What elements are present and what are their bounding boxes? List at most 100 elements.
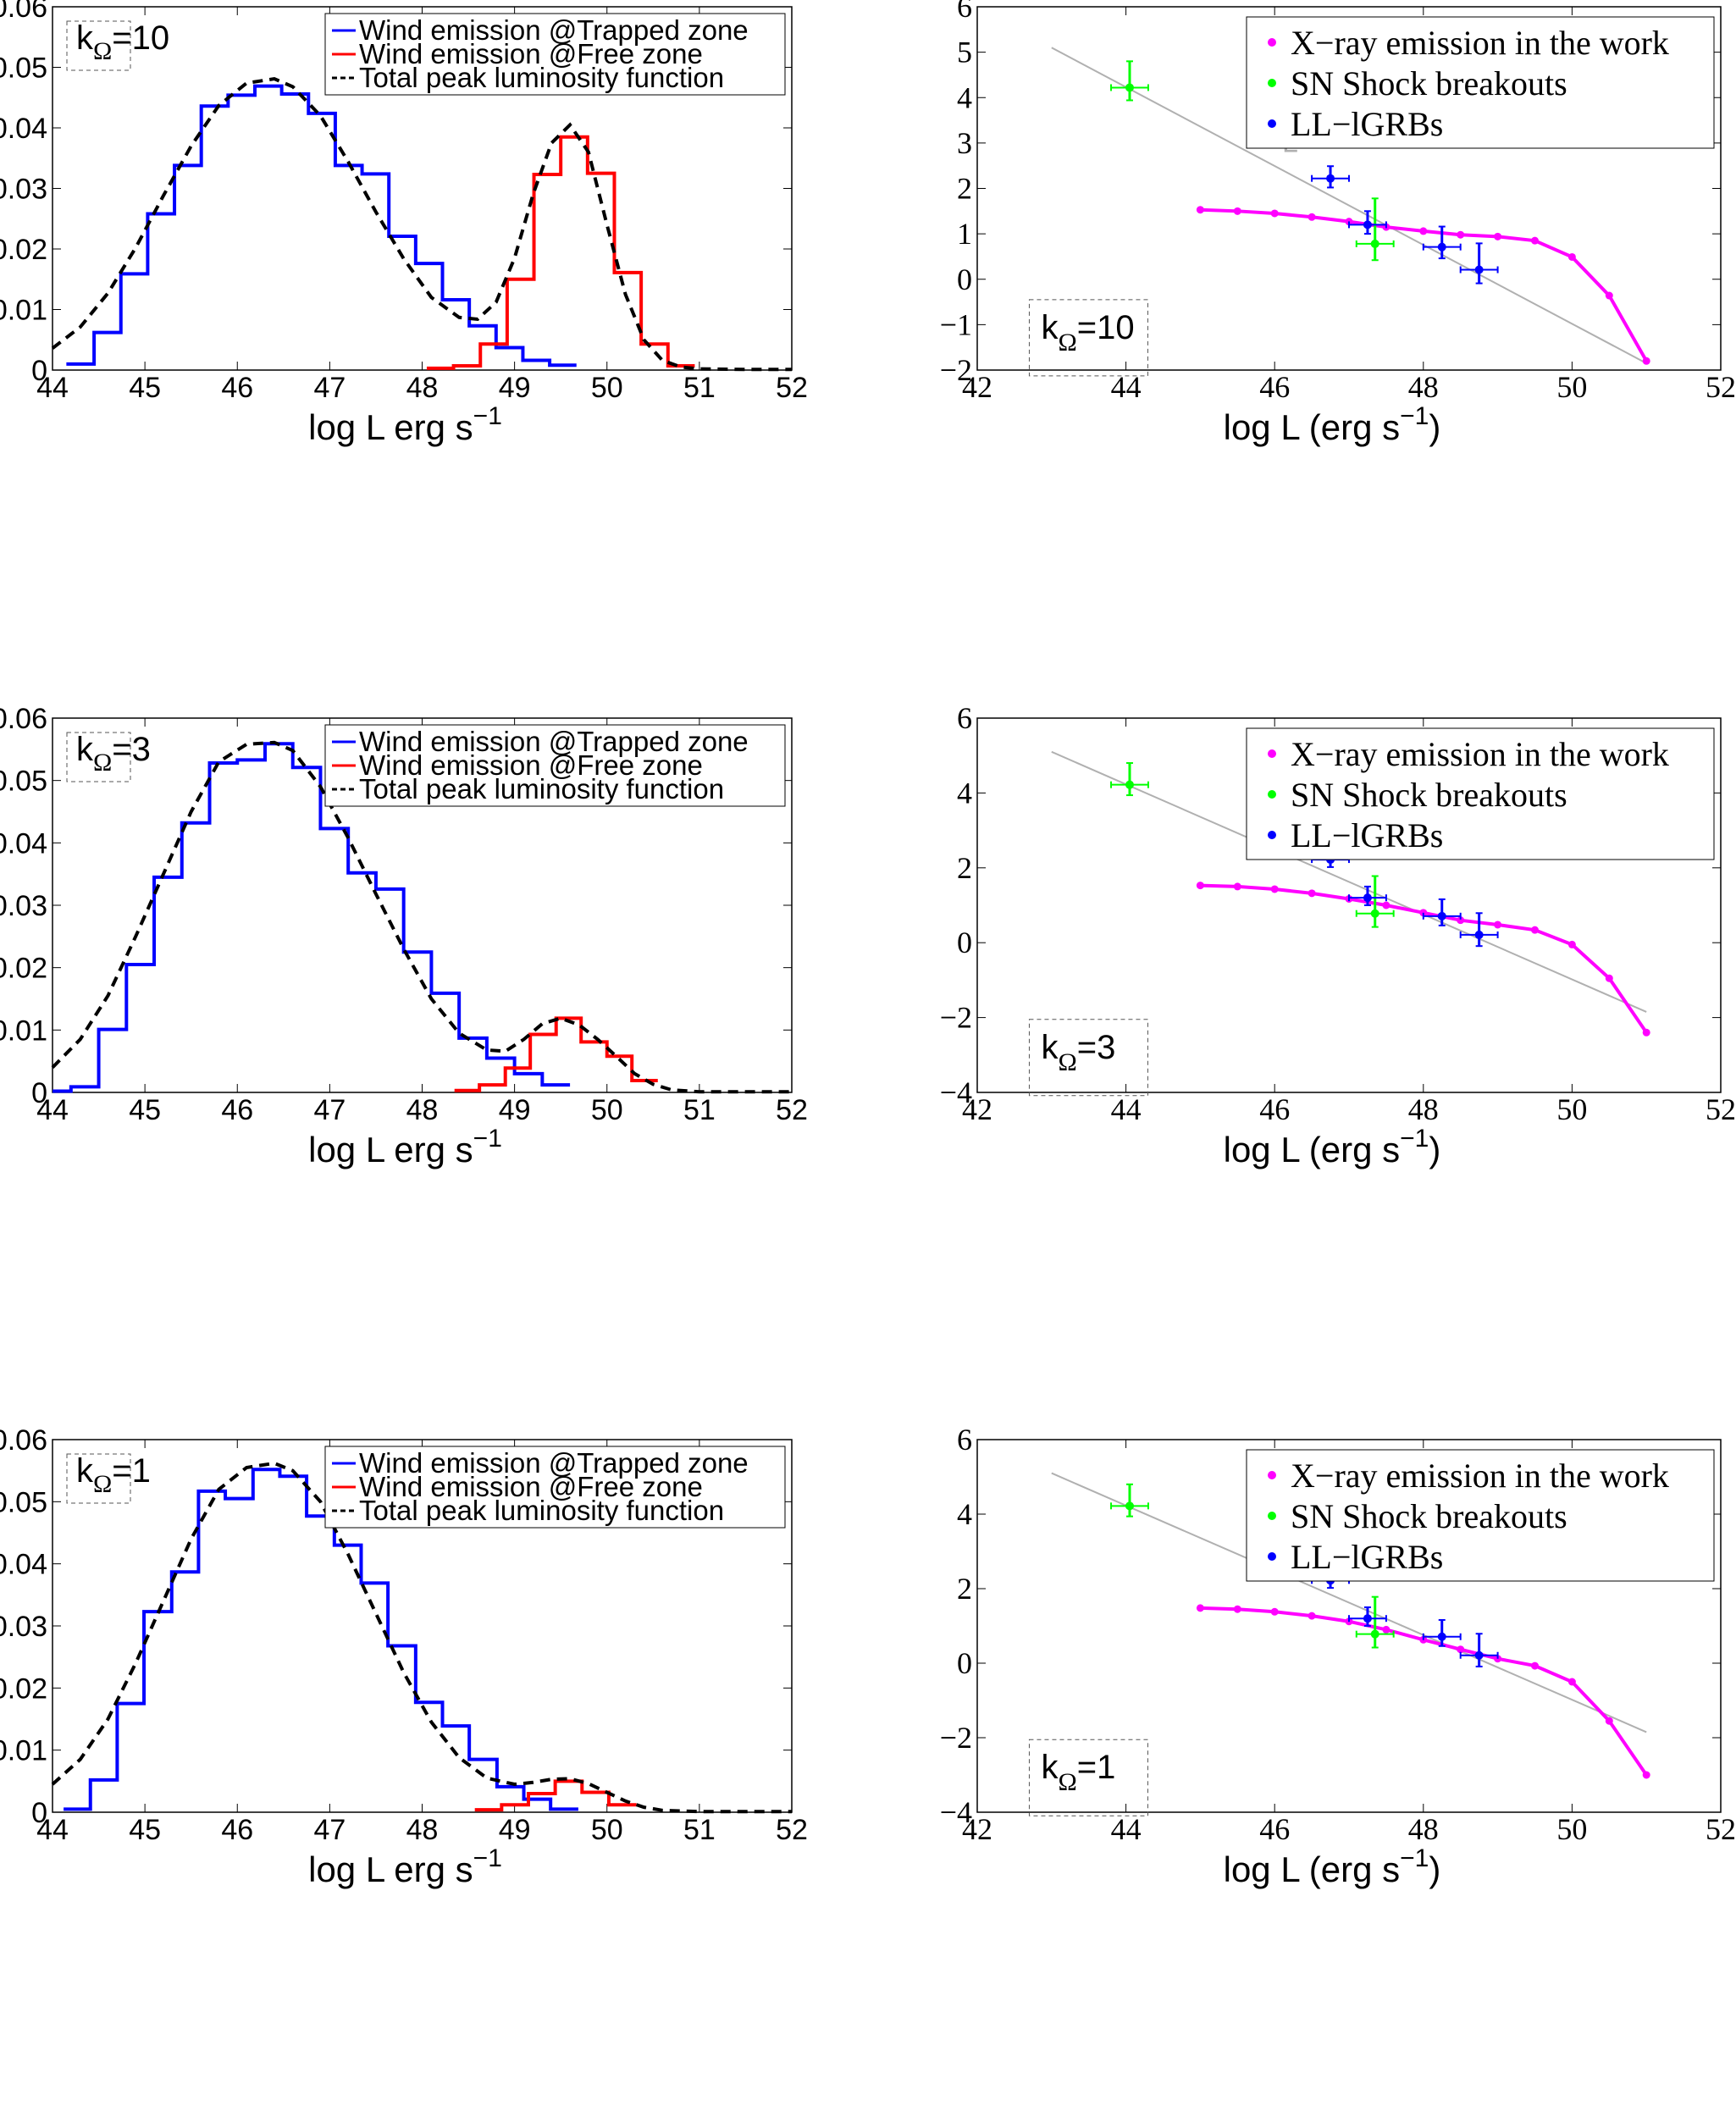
legend-box <box>1246 727 1715 860</box>
annotation-text: kΩ=10 <box>1041 309 1134 357</box>
y-tick-label: 0.05 <box>0 1486 47 1518</box>
legend-marker <box>1268 1471 1276 1479</box>
x-tick-label: 50 <box>591 372 623 404</box>
x-tick-label: 52 <box>776 1814 808 1846</box>
data-point <box>1437 911 1446 921</box>
legend-marker <box>1268 79 1276 87</box>
ll-lgrb-point <box>1348 1606 1387 1627</box>
annotation-text: kΩ=1 <box>1041 1749 1115 1796</box>
total-luminosity-curve <box>51 740 792 1094</box>
data-point <box>1363 893 1372 903</box>
y-tick-label: 4 <box>957 776 972 810</box>
data-point <box>1437 1632 1446 1641</box>
x-tick-label: 48 <box>1408 370 1439 404</box>
x-tick-label: 52 <box>1706 1812 1736 1846</box>
legend-entry: LL−lGRBs <box>1291 1538 1443 1576</box>
xray-model-point <box>1457 1645 1465 1654</box>
histogram-trapped <box>53 742 571 1093</box>
xray-model-point <box>1605 291 1613 300</box>
ll-lgrb-point <box>1459 912 1499 948</box>
legend-marker <box>1268 749 1276 758</box>
x-tick-label: 50 <box>591 1094 623 1126</box>
y-tick-label: 1 <box>957 217 972 251</box>
legend-entry: X−ray emission in the work <box>1291 1457 1669 1495</box>
ll-lgrb-point <box>1422 898 1462 926</box>
xray-model-point <box>1457 916 1465 925</box>
legend-entry: Total peak luminosity function <box>359 1495 724 1526</box>
ll-lgrb-point <box>1422 1618 1462 1647</box>
k-omega-annotation: kΩ=1 <box>66 1452 151 1504</box>
y-tick-label: 0.02 <box>0 234 47 266</box>
annotation-text: kΩ=10 <box>76 19 169 65</box>
sn-breakout-point <box>1110 762 1149 797</box>
x-tick-label: 52 <box>1706 1092 1736 1126</box>
y-tick-label: 0.05 <box>0 766 47 798</box>
x-axis-label: log L erg s−1 <box>308 1125 502 1169</box>
y-tick-label: −4 <box>940 1075 972 1109</box>
x-tick-label: 44 <box>1111 1092 1142 1126</box>
y-tick-label: 6 <box>957 701 972 735</box>
legend-marker <box>1268 1512 1276 1520</box>
x-tick-label: 48 <box>1408 1812 1439 1846</box>
xray-model-point <box>1494 921 1502 929</box>
x-tick-label: 52 <box>1706 370 1736 404</box>
legend-entry: SN Shock breakouts <box>1291 776 1567 814</box>
xray-model-point <box>1605 1717 1613 1725</box>
x-tick-label: 49 <box>499 1814 531 1846</box>
data-point <box>1125 780 1134 789</box>
y-tick-label: 0 <box>957 926 972 959</box>
xray-model-point <box>1567 940 1576 948</box>
data-point <box>1125 83 1134 92</box>
legend-entry: Wind emission @Trapped zone <box>359 726 749 757</box>
panel-hist_k10: 44 45 46 47 48 49 50 51 52 0 0.01 0.02 0.03 0.04 0.05 0… <box>0 0 808 447</box>
y-tick-label: 0.02 <box>0 1672 47 1705</box>
ll-lgrb-point <box>1422 225 1462 260</box>
y-tick-label: −4 <box>940 1795 972 1829</box>
annotation-box <box>1028 299 1148 377</box>
xray-model-point <box>1605 974 1613 982</box>
annotation-box <box>66 732 131 782</box>
x-tick-label: 45 <box>129 1814 161 1846</box>
legend-box <box>1246 16 1715 149</box>
ll-lgrb-point <box>1348 210 1387 235</box>
annotation-box <box>66 1453 131 1504</box>
x-axis-label: log L (erg s−1) <box>1224 1125 1441 1169</box>
data-point <box>1370 909 1379 918</box>
x-tick-label: 46 <box>1259 1812 1290 1846</box>
legend-box <box>324 724 786 807</box>
y-tick-label: 2 <box>957 851 972 885</box>
xray-model-point <box>1270 885 1279 893</box>
x-tick-label: 46 <box>1259 370 1290 404</box>
y-tick-label: 6 <box>957 1423 972 1457</box>
y-tick-label: 0.03 <box>0 1611 47 1643</box>
k-omega-annotation: kΩ=3 <box>1028 1019 1148 1097</box>
sn-breakout-point <box>1355 875 1395 928</box>
xray-model-point <box>1233 207 1241 215</box>
powerlaw-line <box>1051 47 1647 364</box>
data-point <box>1437 242 1446 252</box>
x-tick-label: 52 <box>776 372 808 404</box>
y-tick-label: −2 <box>940 353 972 387</box>
x-tick-label: 50 <box>591 1814 623 1846</box>
total-luminosity-curve <box>51 1461 792 1814</box>
annotation-text: kΩ=3 <box>76 731 151 777</box>
ll-lgrb-point <box>1459 242 1499 285</box>
xray-model-point <box>1270 1607 1279 1616</box>
x-tick-label: 44 <box>1111 370 1142 404</box>
y-tick-label: 0.06 <box>0 0 47 24</box>
x-tick-label: 44 <box>36 1814 69 1846</box>
xray-model-point <box>1642 1771 1650 1779</box>
xray-model-point <box>1642 1028 1650 1037</box>
k-omega-annotation: kΩ=3 <box>66 731 151 782</box>
annotation-box <box>66 20 131 71</box>
x-tick-label: 51 <box>683 1094 716 1126</box>
x-tick-label: 50 <box>1556 1812 1587 1846</box>
legend-entry: Wind emission @Trapped zone <box>359 1447 749 1479</box>
y-tick-label: 4 <box>957 80 972 114</box>
y-tick-label: 0.06 <box>0 1424 47 1457</box>
